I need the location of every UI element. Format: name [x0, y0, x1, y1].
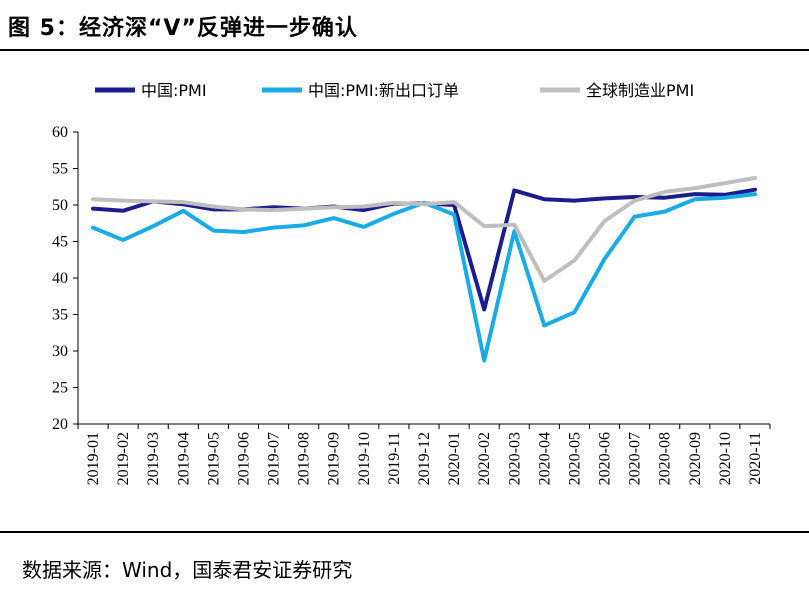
x-tick-label: 2019-03 [145, 432, 162, 485]
x-tick-label: 2019-02 [115, 432, 132, 485]
series-line [91, 187, 757, 312]
y-tick-label: 55 [52, 161, 68, 178]
y-tick-label: 35 [52, 307, 68, 324]
figure-title: 图 5：经济深“V”反弹进一步确认 [8, 16, 358, 41]
x-tick-label: 2020-09 [687, 432, 704, 485]
legend-label: 中国:PMI:新出口订单 [308, 81, 459, 100]
x-tick-label: 2020-10 [717, 432, 734, 485]
legend-label: 中国:PMI [141, 81, 207, 100]
series-line [91, 176, 757, 283]
series-line [91, 192, 757, 363]
bottom-rule [0, 531, 809, 533]
x-tick-label: 2020-11 [747, 432, 764, 485]
chart-lines [91, 176, 757, 363]
y-tick-label: 60 [52, 124, 68, 141]
y-tick-label: 50 [52, 197, 68, 214]
x-tick-label: 2019-06 [235, 432, 252, 485]
top-rule [0, 49, 809, 51]
chart-legend: 中国:PMI 中国:PMI:新出口订单 全球制造业PMI [95, 81, 694, 100]
line-chart: 20 25 30 35 40 45 50 55 60 2019-01 2019-02 2019-03 2… [52, 81, 771, 485]
source-note: 数据来源：Wind，国泰君安证券研究 [22, 558, 353, 582]
y-tick-label: 45 [52, 234, 68, 251]
y-tick-label: 25 [52, 380, 68, 397]
legend-label: 全球制造业PMI [586, 81, 694, 100]
x-tick-label: 2020-06 [597, 432, 614, 485]
x-tick-label: 2019-04 [175, 432, 192, 485]
x-tick-label: 2019-11 [386, 432, 403, 485]
x-tick-label: 2020-07 [627, 432, 644, 485]
y-tick-label: 40 [52, 270, 68, 287]
x-tick-label: 2019-07 [266, 432, 283, 485]
x-tick-label: 2019-10 [356, 432, 373, 485]
x-tick-label: 2019-08 [296, 432, 313, 485]
x-tick-label: 2020-02 [476, 432, 493, 485]
x-tick-label: 2019-05 [205, 432, 222, 485]
x-tick-label: 2020-03 [506, 432, 523, 485]
x-tick-label: 2019-09 [326, 432, 343, 485]
x-tick-label: 2020-01 [446, 432, 463, 485]
x-tick-label: 2020-04 [536, 432, 553, 485]
x-tick-label: 2019-01 [85, 432, 102, 485]
x-tick-label: 2020-05 [566, 432, 583, 485]
chart-axes: 20 25 30 35 40 45 50 55 60 2019-01 2019-02 2019-03 2… [52, 124, 771, 485]
y-tick-label: 30 [52, 343, 68, 360]
x-tick-label: 2019-12 [416, 432, 433, 485]
x-tick-label: 2020-08 [657, 432, 674, 485]
y-tick-label: 20 [52, 416, 68, 433]
